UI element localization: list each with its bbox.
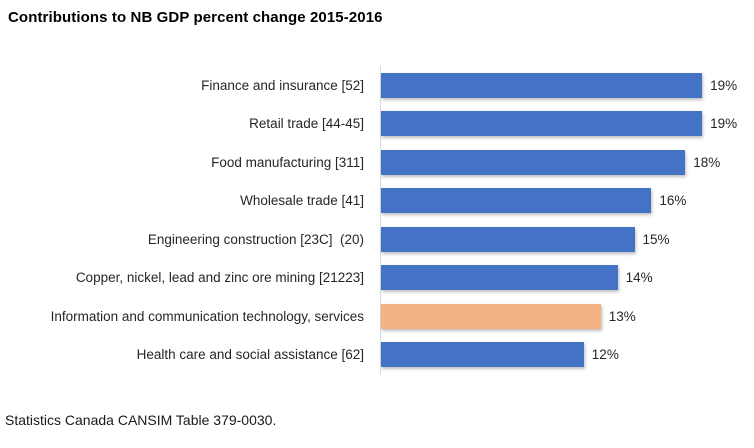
bar [381, 149, 686, 175]
bar-track: 16% [380, 181, 754, 220]
bar [381, 226, 635, 252]
category-label: Health care and social assistance [62] [136, 347, 364, 362]
data-label: 19% [710, 116, 738, 131]
bar-row: Information and communication technology… [0, 297, 754, 336]
category-label: Copper, nickel, lead and zinc ore mining… [75, 270, 364, 285]
bar-track: 19% [380, 66, 754, 105]
source-note: Statistics Canada CANSIM Table 379-0030. [5, 412, 277, 428]
category-label: Information and communication technology… [50, 308, 364, 324]
data-label: 13% [608, 308, 636, 324]
bar [381, 111, 703, 137]
bar [381, 303, 601, 329]
bar-track: 15% [380, 220, 754, 259]
bar-track: 13% [380, 297, 754, 336]
bar-track: 12% [380, 335, 754, 374]
bar-row: Finance and insurance [52] 19% [0, 66, 754, 105]
data-label: 18% [693, 154, 721, 170]
bar-row: Wholesale trade [41] 16% [0, 181, 754, 220]
data-label: 12% [591, 347, 619, 362]
chart-title: Contributions to NB GDP percent change 2… [8, 9, 383, 26]
bar-row: Health care and social assistance [62] 1… [0, 335, 754, 374]
bar-track: 19% [380, 104, 754, 143]
category-label: Wholesale trade [41] [240, 193, 364, 208]
bar [381, 72, 703, 98]
bar-track: 18% [380, 143, 754, 182]
bar [381, 188, 652, 214]
data-label: 19% [710, 77, 738, 93]
category-label: Finance and insurance [52] [201, 77, 364, 93]
data-label: 14% [625, 270, 653, 285]
data-label: 15% [642, 231, 670, 247]
bar-row: Food manufacturing [311] 18% [0, 143, 754, 182]
bar-row: Copper, nickel, lead and zinc ore mining… [0, 258, 754, 297]
bar-track: 14% [380, 258, 754, 297]
category-label: Retail trade [44-45] [249, 116, 364, 131]
category-label: Food manufacturing [311] [211, 154, 364, 170]
category-label: Engineering construction [23C] (20) [147, 231, 364, 247]
bar-row: Engineering construction [23C] (20) 15% [0, 220, 754, 259]
bar-chart-plot-area: Finance and insurance [52] 19% Retail tr… [0, 66, 754, 374]
bar [381, 265, 618, 291]
bar [381, 342, 584, 368]
bar-row: Retail trade [44-45] 19% [0, 104, 754, 143]
data-label: 16% [659, 193, 687, 208]
